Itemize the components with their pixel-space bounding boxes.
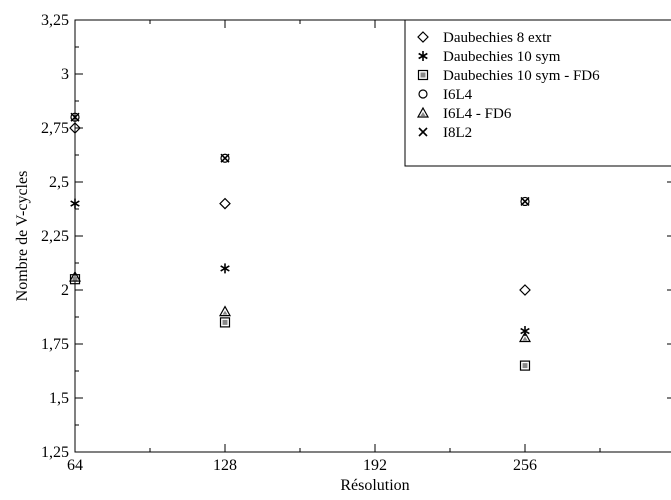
y-axis-label: Nombre de V-cycles — [14, 171, 31, 302]
legend-entry-label: Daubechies 10 sym — [443, 49, 561, 65]
data-point-asterisk — [220, 263, 230, 274]
data-point-triangle — [68, 270, 82, 282]
data-point-cross — [220, 153, 230, 163]
legend-entry-label: I6L4 — [443, 87, 473, 103]
data-point-triangle — [218, 305, 232, 317]
y-tick-label: 1,5 — [49, 390, 69, 407]
data-point-asterisk — [520, 326, 530, 337]
y-tick-label: 2 — [61, 282, 69, 299]
data-point-diamond — [219, 197, 231, 210]
y-tick-label: 2,25 — [41, 228, 69, 245]
data-points — [68, 112, 532, 371]
legend-marker-circle — [418, 89, 428, 99]
x-tick-label: 192 — [363, 457, 387, 474]
y-tick-label: 3 — [61, 66, 69, 83]
data-point-circle — [520, 196, 530, 207]
x-axis-label: Résolution — [340, 477, 409, 494]
legend-entry-label: I6L4 - FD6 — [443, 106, 512, 122]
data-point-triangle — [518, 331, 532, 343]
data-point-cross — [70, 112, 80, 122]
data-point-square — [519, 360, 531, 371]
legend-marker-cross — [418, 127, 428, 137]
data-point-diamond — [69, 122, 81, 134]
legend-marker-asterisk — [418, 51, 428, 61]
data-point-diamond — [519, 284, 531, 296]
legend-entry-label: Daubechies 10 sym - FD6 — [443, 68, 600, 84]
legend: Daubechies 8 extr Daubechies 10 sym Daubec… — [404, 19, 671, 167]
legend-marker-square — [417, 69, 429, 81]
data-point-square — [219, 317, 231, 328]
legend-marker-triangle — [416, 106, 430, 118]
axis-tick-labels: 64 128 192 256 1,25 1,5 1,75 2 2,25 2,5 2,75 3 3,25 — [41, 12, 537, 474]
y-tick-label: 1,75 — [41, 336, 69, 353]
legend-entry-label: I8L2 — [443, 125, 472, 141]
x-tick-label: 64 — [67, 457, 83, 474]
legend-box — [404, 19, 671, 167]
y-tick-label: 2,5 — [49, 174, 69, 191]
x-tick-label: 256 — [513, 457, 537, 474]
data-point-circle — [70, 112, 80, 122]
data-point-asterisk — [70, 198, 80, 209]
x-tick-label: 128 — [213, 457, 237, 474]
data-point-cross — [520, 196, 530, 207]
data-point-circle — [220, 153, 230, 163]
legend-entry-label: Daubechies 8 extr — [443, 30, 551, 46]
y-tick-label: 1,25 — [41, 444, 69, 461]
y-tick-label: 2,75 — [41, 120, 69, 137]
legend-marker-diamond — [417, 31, 429, 43]
y-tick-label: 3,25 — [41, 12, 69, 29]
